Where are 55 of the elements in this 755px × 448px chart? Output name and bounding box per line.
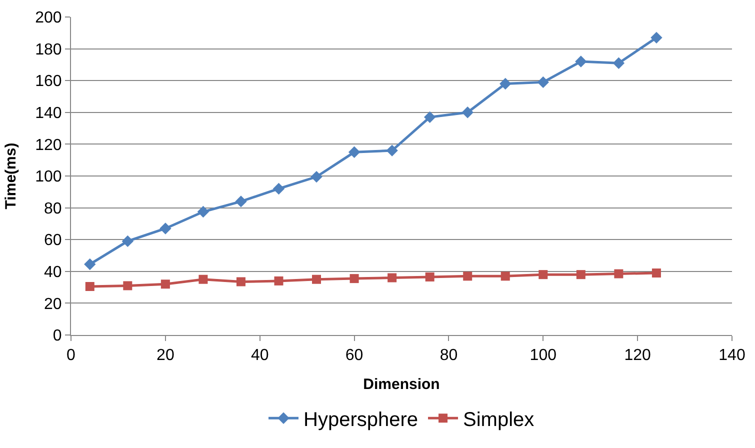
point (274, 276, 284, 286)
point (463, 272, 472, 281)
point (537, 76, 549, 88)
point (650, 32, 662, 44)
point (500, 78, 512, 90)
y-axis-title: Time(ms) (2, 142, 20, 210)
point (575, 56, 587, 68)
x-tick-label: 140 (718, 347, 746, 364)
y-tick-label: 20 (44, 296, 62, 313)
legend-label: Simplex (463, 408, 534, 431)
y-tick-label: 200 (35, 10, 62, 27)
x-tick-label: 120 (624, 347, 652, 364)
point (462, 106, 474, 118)
y-tick-label: 100 (35, 168, 62, 186)
point (424, 111, 436, 124)
y-tick-label: 180 (35, 41, 62, 58)
point (425, 272, 434, 282)
y-tick-label: 160 (35, 73, 62, 90)
point (122, 235, 134, 248)
y-tick-label: 60 (44, 232, 62, 250)
point (612, 57, 625, 69)
x-tick-label: 60 (345, 347, 364, 364)
point (272, 182, 285, 195)
point (312, 274, 322, 284)
legend-label: Hypersphere (304, 408, 418, 431)
point (500, 272, 510, 281)
point (652, 268, 661, 278)
point (160, 222, 172, 234)
x-tick-label: 0 (66, 347, 76, 364)
point (198, 274, 208, 284)
point (576, 270, 586, 280)
point (84, 258, 96, 270)
point (197, 206, 210, 218)
y-tick-label: 120 (35, 136, 62, 154)
point (123, 281, 132, 290)
y-tick-label: 0 (52, 328, 62, 345)
point (236, 277, 246, 286)
point (310, 170, 322, 183)
x-tick-label: 20 (156, 347, 174, 364)
x-tick-label: 40 (250, 347, 269, 364)
point (614, 269, 624, 278)
point (160, 280, 170, 289)
point (85, 282, 94, 292)
y-tick-label: 140 (35, 105, 62, 122)
y-tick-label: 40 (44, 264, 62, 281)
x-tick-label: 80 (440, 347, 458, 364)
point (538, 270, 548, 280)
point (350, 274, 359, 284)
x-tick-label: 100 (530, 347, 557, 364)
y-tick-label: 80 (44, 200, 62, 218)
point (235, 196, 247, 208)
point (388, 273, 397, 282)
point (386, 144, 398, 156)
x-axis-title: Dimension (363, 376, 440, 394)
point (348, 146, 360, 158)
